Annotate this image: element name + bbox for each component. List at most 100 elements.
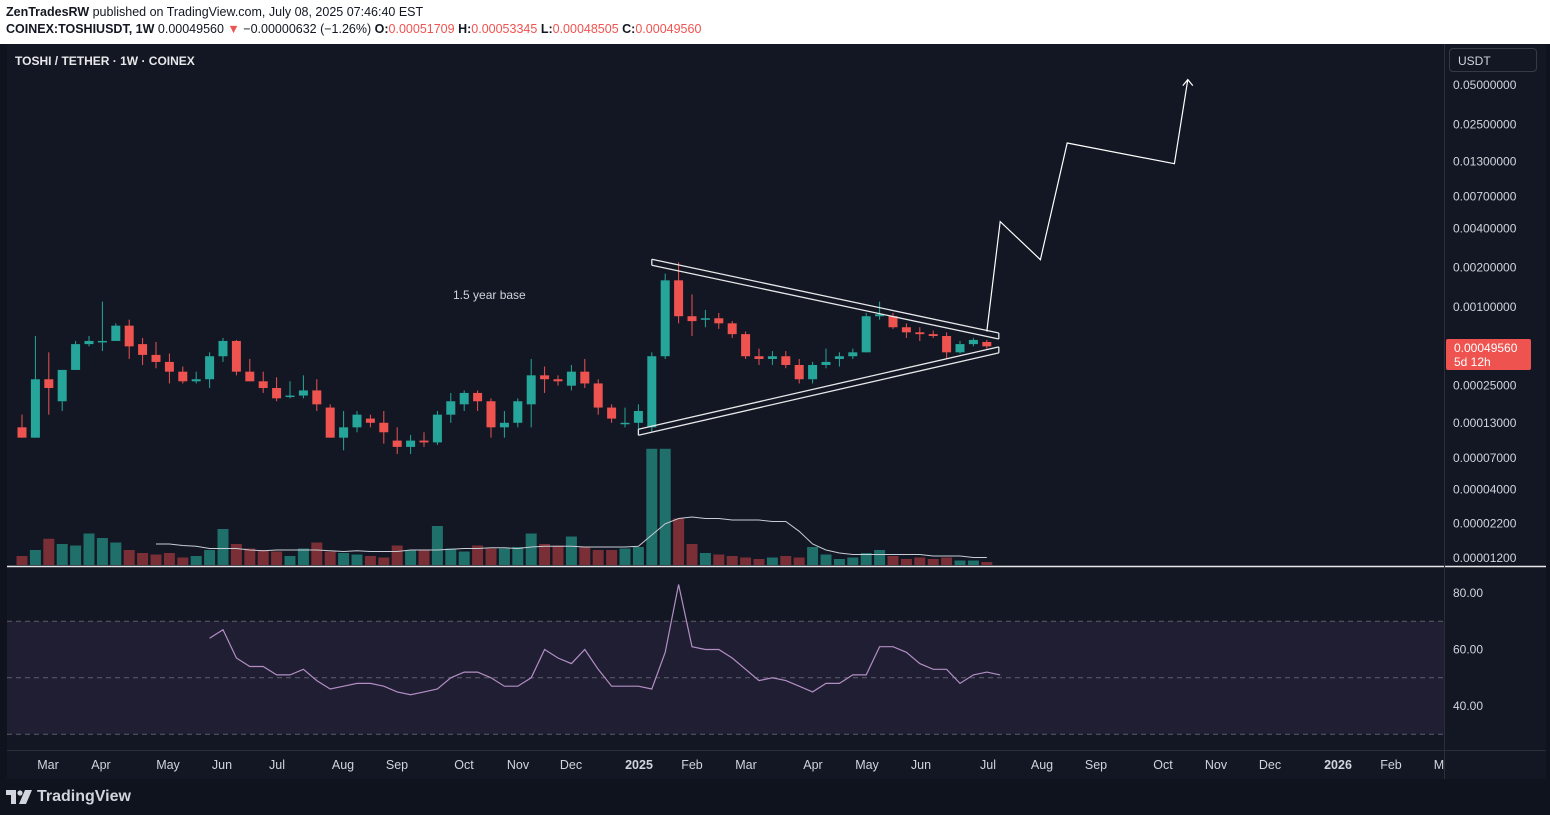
price-axis-label: 0.00200000	[1453, 261, 1517, 275]
volume-bar	[364, 556, 376, 565]
candle-body	[406, 440, 416, 447]
volume-bar	[311, 542, 323, 565]
candle-body	[298, 390, 308, 396]
volume-bar	[391, 545, 403, 565]
time-axis-label: May	[156, 758, 180, 772]
price-pane	[17, 262, 992, 455]
candle-body	[44, 379, 54, 388]
tradingview-logo[interactable]: TradingView	[6, 786, 131, 808]
volume-bar	[552, 545, 564, 565]
volume-bar	[753, 559, 765, 565]
bar-countdown: 5d 12h	[1454, 355, 1491, 369]
candle-body	[982, 341, 992, 347]
candle-body	[767, 356, 777, 360]
candle-body	[553, 379, 563, 382]
candle-body	[17, 427, 27, 438]
candle-body	[808, 364, 818, 380]
candle-body	[191, 379, 201, 382]
rsi-band	[7, 621, 1444, 735]
candle-body	[794, 364, 804, 380]
candle-body	[674, 280, 684, 317]
price-axis-label: 0.00007000	[1453, 451, 1517, 465]
candle-body	[580, 371, 590, 384]
volume-bar	[606, 550, 618, 565]
candle-body	[339, 427, 349, 438]
price-axis-label: 0.00004000	[1453, 483, 1517, 497]
volume-bar	[820, 554, 832, 565]
open-label: O:	[374, 22, 389, 36]
currency-unit-button[interactable]: USDT	[1449, 48, 1537, 72]
time-axis-label: Mar	[37, 758, 59, 772]
candle-body	[915, 332, 925, 335]
volume-bar	[29, 550, 41, 565]
candle-body	[888, 316, 898, 328]
candle-body	[526, 375, 536, 405]
volume-bar	[244, 548, 256, 565]
volume-bar	[686, 544, 698, 565]
volume-bar	[472, 545, 484, 565]
base-annotation: 1.5 year base	[453, 288, 526, 302]
symbol-line: COINEX:TOSHIUSDT, 1W	[6, 22, 155, 36]
candle-body	[379, 422, 389, 433]
candle-body	[593, 383, 603, 408]
candle-body	[540, 375, 550, 380]
volume-bar	[713, 554, 725, 565]
candle-body	[861, 316, 871, 353]
volume-bar	[351, 554, 363, 565]
time-axis-label: Mar	[735, 758, 757, 772]
candle-body	[486, 401, 496, 428]
volume-bar	[123, 550, 135, 565]
high-value: 0.00053345	[471, 22, 538, 36]
volume-bar	[458, 551, 470, 565]
volume-bar	[445, 548, 457, 565]
candle-body	[499, 422, 509, 428]
volume-bar	[230, 544, 242, 565]
candle-body	[432, 414, 442, 443]
tradingview-logo-text: TradingView	[37, 788, 131, 805]
volume-bar	[110, 542, 122, 565]
time-axis-label: Nov	[1205, 758, 1228, 772]
volume-bar	[887, 556, 899, 565]
author-name[interactable]: ZenTradesRW	[6, 5, 90, 19]
close-value: 0.00049560	[635, 22, 702, 36]
volume-bar	[807, 547, 819, 565]
triangle-lower-line	[637, 346, 1000, 436]
candle-body	[781, 356, 791, 365]
candle-body	[285, 395, 295, 398]
volume-bar	[418, 550, 430, 565]
volume-bar	[954, 560, 966, 565]
close-label: C:	[622, 22, 636, 36]
published-text: published on TradingView.com, July 08, 2…	[89, 5, 424, 19]
volume-bar	[217, 529, 229, 565]
rsi-axis-label: 40.00	[1453, 699, 1483, 713]
time-axis-label: Aug	[332, 758, 354, 772]
candle-body	[607, 407, 617, 419]
candle-body	[473, 392, 483, 402]
volume-bar	[83, 533, 95, 565]
volume-bar	[431, 526, 443, 565]
candle-body	[875, 314, 885, 317]
candle-body	[513, 401, 523, 423]
volume-bar	[941, 557, 953, 565]
candle-body	[84, 340, 94, 345]
volume-bar	[900, 559, 912, 565]
time-axis-label: Jul	[269, 758, 285, 772]
candle-body	[111, 325, 121, 341]
volume-bar	[43, 538, 55, 565]
triangle-upper-line-edge	[651, 264, 999, 340]
volume-bar	[874, 550, 886, 565]
time-axis-label: Apr	[803, 758, 822, 772]
candle-body	[272, 387, 282, 399]
triangle-lower-line-edge	[638, 346, 999, 430]
volume-bar	[324, 551, 336, 565]
candle-body	[218, 340, 228, 357]
time-axis-label: M	[1434, 758, 1444, 772]
time-axis-label: Nov	[507, 758, 530, 772]
candle-body	[352, 414, 362, 428]
time-axis-label: 2026	[1324, 758, 1352, 772]
volume-bar	[297, 548, 309, 565]
time-axis-label: Aug	[1031, 758, 1053, 772]
volume-bar	[137, 553, 149, 565]
price-axis-label: 0.00025000	[1453, 379, 1517, 393]
